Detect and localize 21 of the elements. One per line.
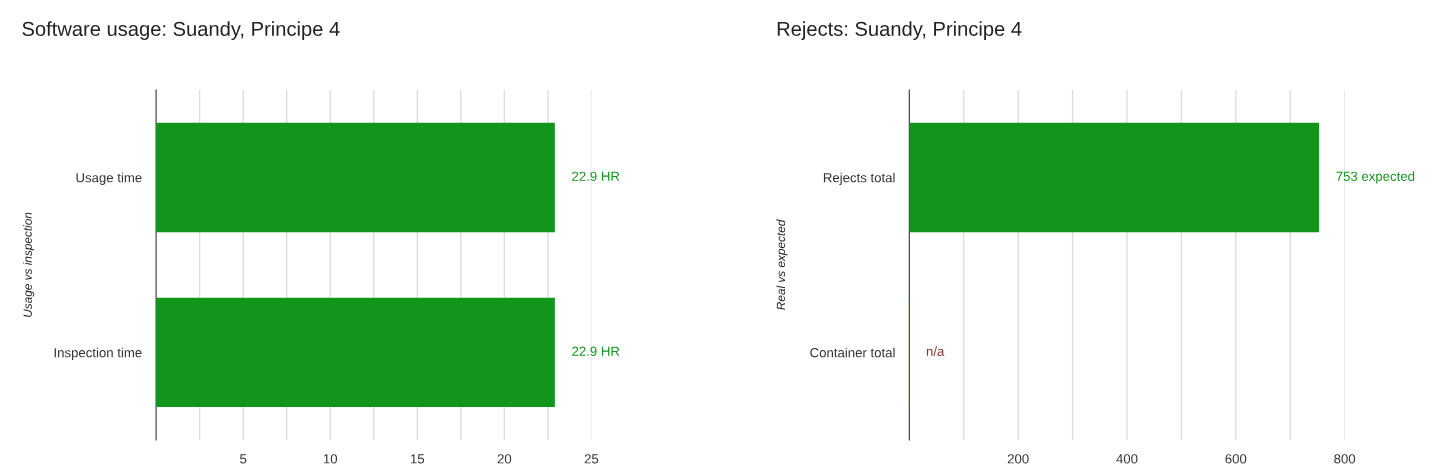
data-label: 753 expected [1336, 171, 1415, 184]
y-axis-title: Real vs expected [776, 219, 788, 310]
y-tick-label: Inspection time [54, 347, 142, 360]
x-tick-label: 600 [1225, 454, 1247, 464]
y-tick-label: Container total [810, 347, 895, 358]
x-tick-label: 800 [1334, 454, 1356, 464]
data-label: 22.9 HR [572, 346, 620, 356]
x-tick-label: 10 [323, 454, 338, 464]
data-label: n/a [926, 346, 945, 356]
chart-title: Software usage: Suandy, Principe 4 [22, 21, 340, 40]
y-tick-label: Usage time [76, 172, 142, 185]
x-tick-label: 200 [1007, 454, 1029, 464]
chart-title: Rejects: Suandy, Principe 4 [777, 21, 1022, 40]
x-tick-label: 25 [584, 454, 599, 464]
x-tick-label: 5 [240, 454, 247, 464]
x-tick-label: 400 [1116, 454, 1138, 464]
data-label: 22.9 HR [572, 171, 620, 181]
y-axis-title: Usage vs inspection [23, 212, 35, 317]
x-tick-label: 15 [410, 454, 425, 464]
y-tick-label: Rejects total [823, 172, 895, 185]
x-tick-label: 20 [497, 454, 512, 464]
